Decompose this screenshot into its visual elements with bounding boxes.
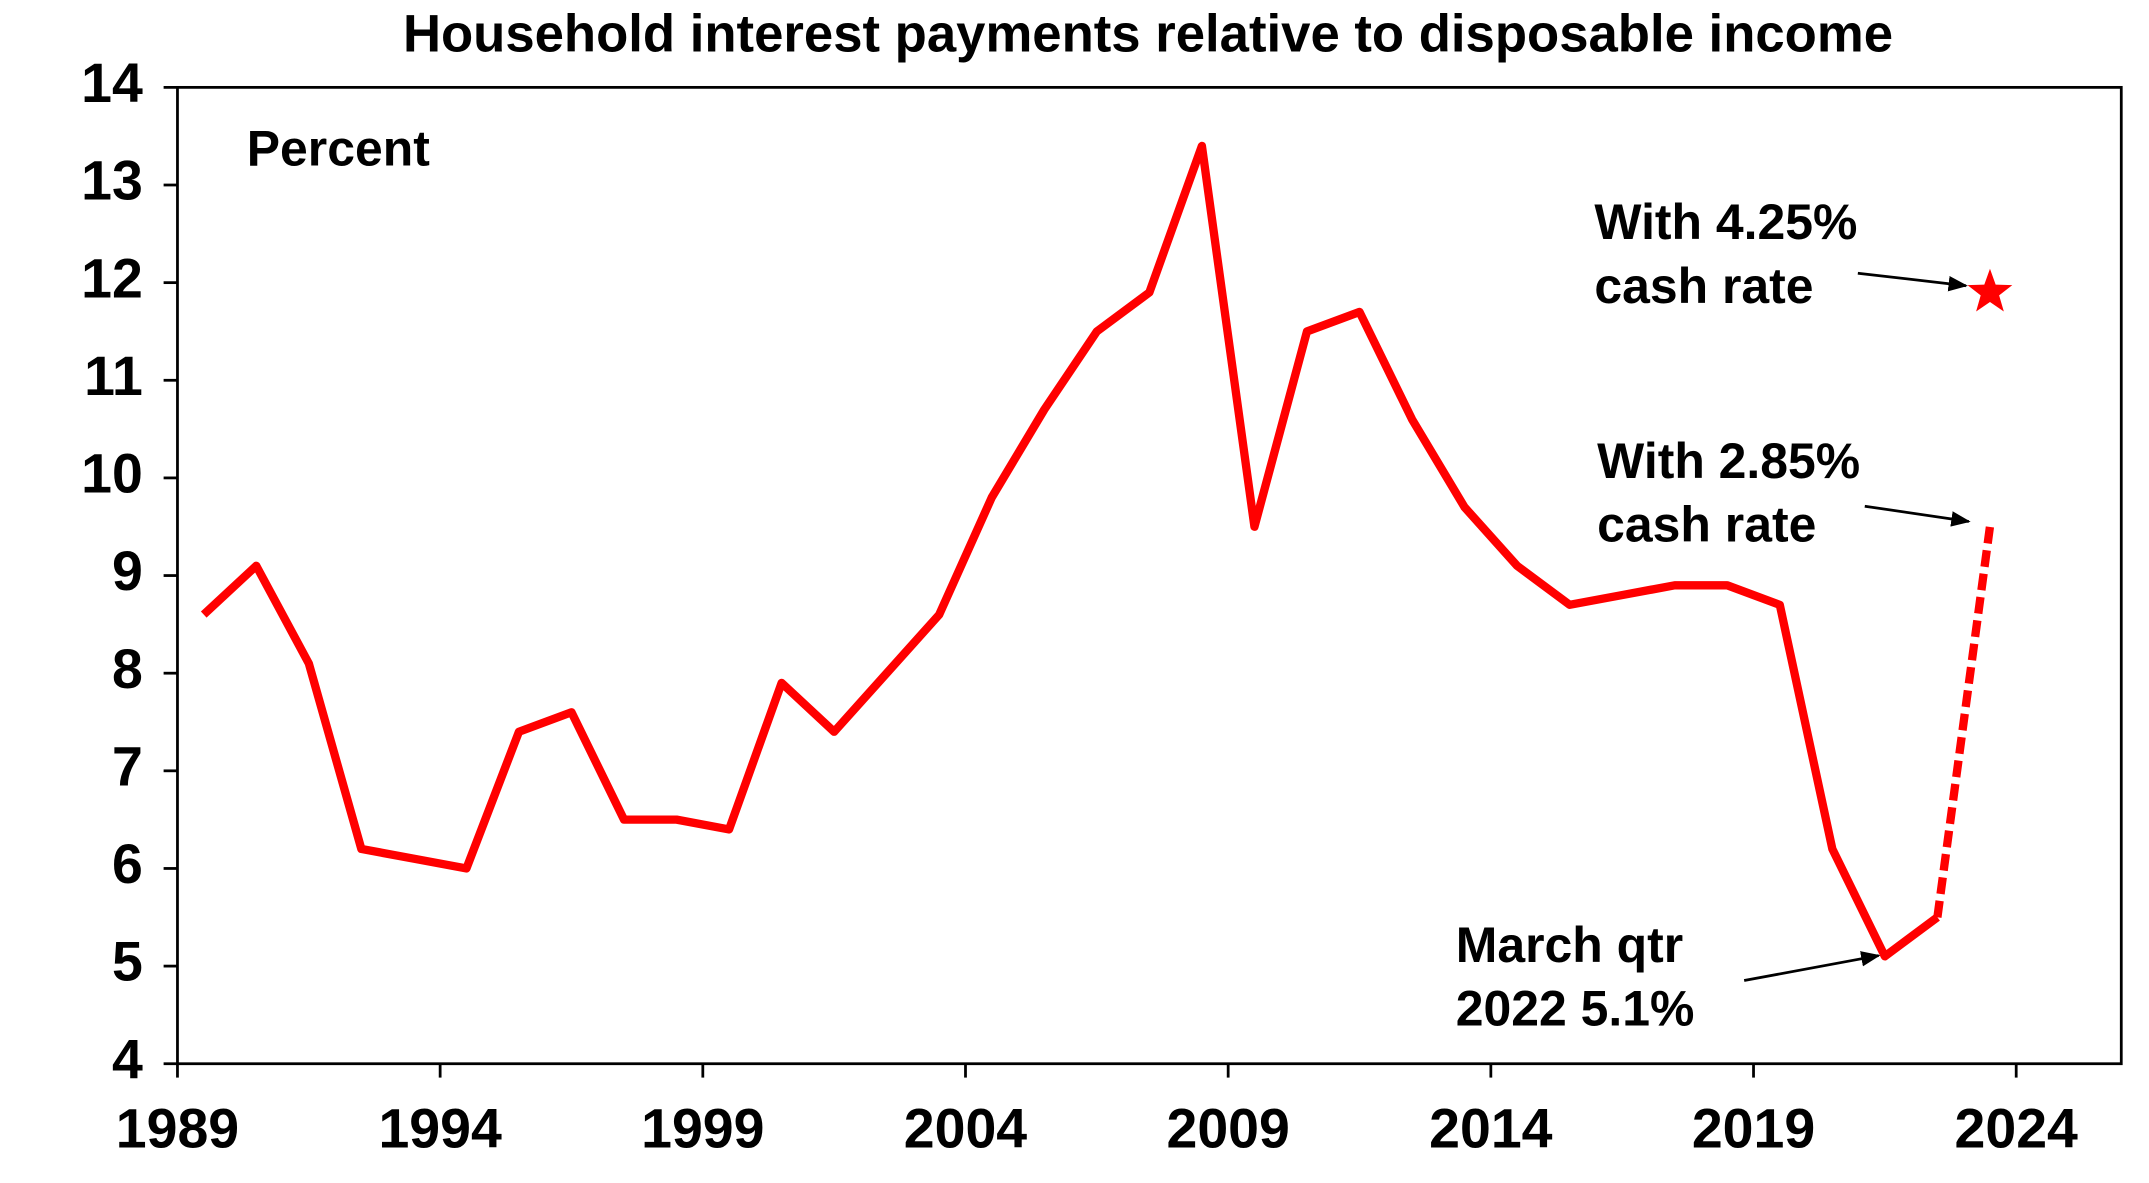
y-tick-label: 9 <box>112 540 143 602</box>
y-tick-label: 13 <box>81 150 143 212</box>
y-tick-label: 10 <box>81 443 143 505</box>
arrow <box>1864 504 1971 527</box>
annotation: cash rate <box>1597 497 1816 553</box>
annotation: With 2.85% <box>1597 433 1860 489</box>
x-tick-label: 2009 <box>1166 1098 1289 1160</box>
y-tick-label: 6 <box>112 833 143 895</box>
line-series <box>1933 526 1995 918</box>
x-tick-label: 1994 <box>378 1098 502 1160</box>
annotation: 2022 5.1% <box>1456 981 1695 1037</box>
y-tick-label: 8 <box>112 638 143 700</box>
chart-title: Household interest payments relative to … <box>403 4 1893 63</box>
annotation: cash rate <box>1594 258 1813 314</box>
y-tick-label: 5 <box>112 931 143 993</box>
annotation: March qtr <box>1456 917 1683 973</box>
y-tick-label: 4 <box>112 1028 143 1090</box>
x-tick-label: 2004 <box>904 1098 1028 1160</box>
y-tick-label: 11 <box>84 345 143 407</box>
y-tick-label: 7 <box>112 735 143 797</box>
annotation: With 4.25% <box>1594 194 1857 250</box>
y-tick-label: 14 <box>81 52 143 114</box>
x-tick-label: 2019 <box>1692 1098 1815 1160</box>
star-marker <box>1967 268 2013 312</box>
y-axis-label: Percent <box>247 121 430 177</box>
arrow <box>1743 951 1881 982</box>
y-tick-label: 12 <box>81 247 143 309</box>
x-tick-label: 1999 <box>641 1098 764 1160</box>
arrow <box>1857 271 1968 292</box>
line-series <box>200 141 1940 961</box>
x-tick-label: 1989 <box>116 1098 239 1160</box>
x-tick-label: 2024 <box>1955 1098 2079 1160</box>
x-tick-label: 2014 <box>1429 1098 1553 1160</box>
